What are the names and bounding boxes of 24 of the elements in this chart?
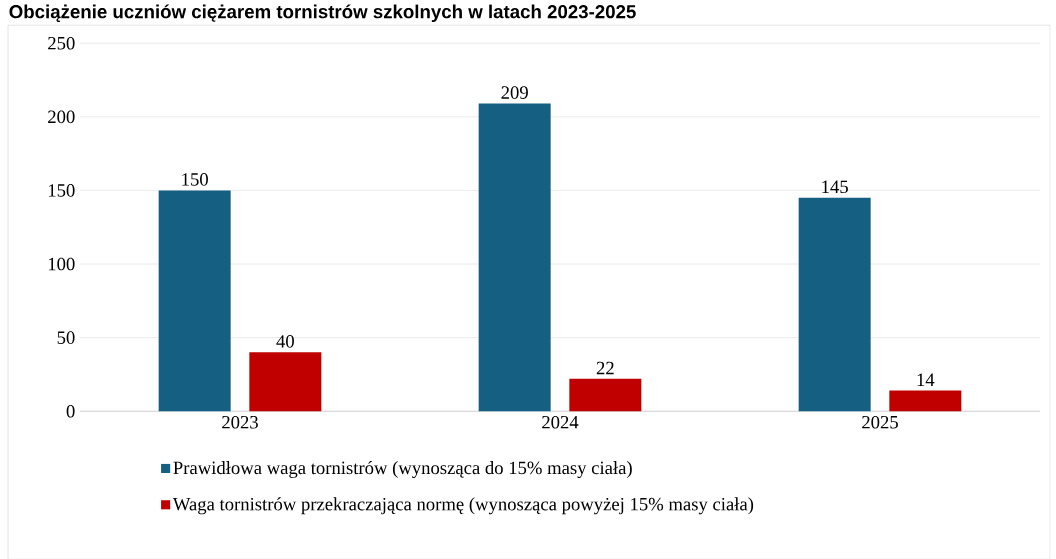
legend-label: Prawidłowa waga tornistrów (wynosząca do 15% masy ciała) <box>173 460 632 478</box>
legend-label: Waga tornistrów przekraczająca normę (wynosząca powyżej 15% masy ciała) <box>172 497 754 515</box>
y-tick-label: 0 <box>66 404 75 418</box>
data-label: 145 <box>822 180 848 193</box>
y-tick-label: 150 <box>48 183 75 197</box>
data-label: 209 <box>501 86 528 99</box>
y-tick-label: 200 <box>48 110 75 123</box>
bar <box>889 390 962 411</box>
bar <box>569 378 642 411</box>
bar <box>249 352 322 411</box>
x-tick-label: 2025 <box>862 415 898 429</box>
bar <box>798 197 871 411</box>
y-tick-label: 100 <box>48 257 75 271</box>
data-label: 40 <box>276 334 294 348</box>
chart-title: Obciążenie uczniów ciężarem tornistrów szkolnych w latach 2023-2025 <box>9 4 636 22</box>
data-label: 22 <box>596 361 614 374</box>
y-tick-label: 250 <box>48 36 75 50</box>
y-tick-label: 50 <box>57 331 75 344</box>
data-label: 150 <box>182 172 208 186</box>
x-tick-label: 2024 <box>542 415 579 429</box>
bar <box>478 103 551 411</box>
x-tick-label: 2023 <box>222 415 258 429</box>
bar <box>158 190 231 411</box>
data-label: 14 <box>917 373 935 386</box>
